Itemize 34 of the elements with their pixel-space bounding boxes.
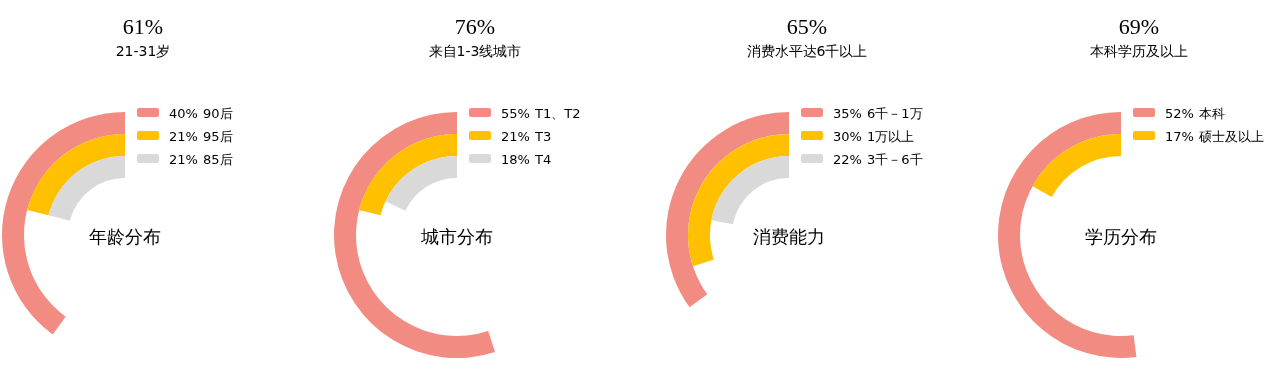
data-label: 21% bbox=[169, 129, 198, 144]
text: 消费能力 bbox=[753, 226, 825, 247]
text: 本科学历及以上 bbox=[1090, 43, 1188, 59]
text: 消费水平达6千以上 bbox=[746, 43, 868, 59]
category-label: T4 bbox=[534, 152, 552, 167]
text: 21-31岁 bbox=[115, 43, 171, 59]
text: 学历分布 bbox=[1085, 226, 1157, 247]
data-label: 30% bbox=[833, 129, 862, 144]
data-label: 21% bbox=[501, 129, 530, 144]
data-label: 18% bbox=[501, 152, 530, 167]
text: 来自1-3线城市 bbox=[428, 43, 522, 59]
category-label: 85后 bbox=[203, 152, 233, 167]
category-label: 95后 bbox=[203, 129, 233, 144]
category-label: T1、T2 bbox=[534, 106, 581, 121]
text: 城市分布 bbox=[420, 226, 493, 247]
text: 76% bbox=[454, 14, 496, 39]
text: 61% bbox=[122, 14, 164, 39]
text: 65% bbox=[786, 14, 828, 39]
category-label: T3 bbox=[534, 129, 552, 144]
data-label: 52% bbox=[1165, 106, 1194, 121]
data-label: 55% bbox=[501, 106, 530, 121]
data-label: 21% bbox=[169, 152, 198, 167]
category-label: 90后 bbox=[203, 106, 233, 121]
data-label: 35% bbox=[833, 106, 862, 121]
text: 69% bbox=[1118, 14, 1160, 39]
data-label: 17% bbox=[1165, 129, 1194, 144]
category-label: 硕士及以上 bbox=[1198, 129, 1264, 144]
category-label: 1万以上 bbox=[867, 129, 915, 144]
category-label: 本科 bbox=[1199, 106, 1225, 121]
category-label: 3千－6千 bbox=[867, 152, 923, 167]
text: 年龄分布 bbox=[89, 226, 161, 247]
data-label: 22% bbox=[833, 152, 862, 167]
data-label: 40% bbox=[169, 106, 198, 121]
category-label: 6千－1万 bbox=[867, 106, 923, 121]
